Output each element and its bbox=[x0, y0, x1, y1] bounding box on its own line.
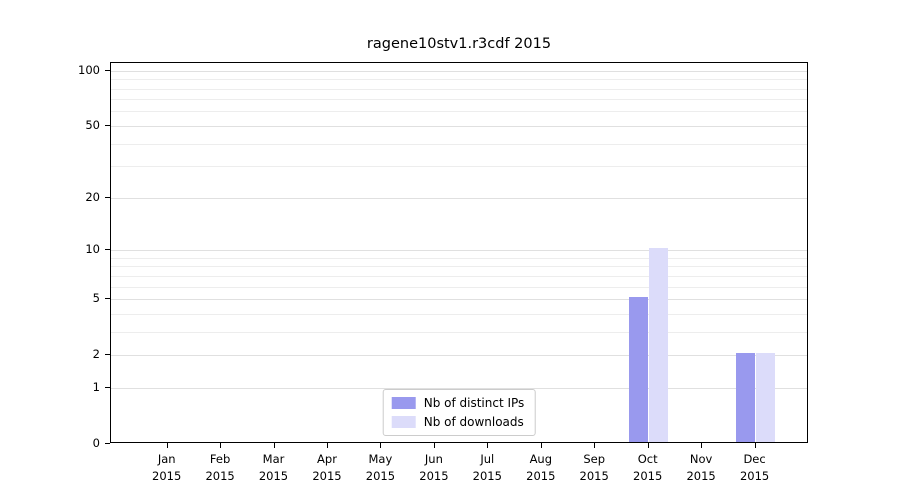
x-tick-year: 2015 bbox=[579, 468, 609, 483]
x-tick-mark bbox=[220, 443, 222, 448]
gridline bbox=[111, 197, 807, 199]
x-tick-mark bbox=[540, 443, 542, 448]
gridline bbox=[111, 266, 807, 268]
x-tick-year: 2015 bbox=[312, 468, 342, 483]
y-tick-mark bbox=[105, 124, 110, 126]
x-tick-mark bbox=[754, 443, 756, 448]
bar-distinct-ips bbox=[735, 353, 755, 442]
gridline bbox=[111, 286, 807, 288]
x-tick-year: 2015 bbox=[526, 468, 556, 483]
x-tick-month: May bbox=[368, 452, 393, 466]
gridline bbox=[111, 313, 807, 315]
x-tick-year: 2015 bbox=[205, 468, 235, 483]
gridline bbox=[111, 88, 807, 90]
gridline bbox=[111, 79, 807, 81]
x-tick-label: Oct 2015 bbox=[613, 451, 683, 484]
x-tick-year: 2015 bbox=[365, 468, 396, 483]
x-tick-year: 2015 bbox=[633, 468, 663, 483]
x-tick-year: 2015 bbox=[152, 468, 182, 483]
x-tick-mark bbox=[273, 443, 275, 448]
x-tick-year: 2015 bbox=[739, 468, 770, 483]
bar-downloads bbox=[755, 353, 775, 442]
x-tick-month: Aug bbox=[529, 452, 553, 466]
gridline bbox=[111, 387, 807, 389]
x-tick-month: Oct bbox=[637, 452, 658, 466]
y-tick-label: 50 bbox=[85, 117, 100, 132]
x-tick-month: Mar bbox=[262, 452, 285, 466]
gridline bbox=[111, 166, 807, 168]
x-tick-mark bbox=[594, 443, 596, 448]
x-tick-year: 2015 bbox=[258, 468, 289, 483]
gridline bbox=[111, 355, 807, 357]
legend-swatch bbox=[391, 416, 416, 428]
x-tick-label: Sep 2015 bbox=[559, 451, 629, 484]
x-tick-year: 2015 bbox=[419, 468, 449, 483]
legend-label: Nb of downloads bbox=[423, 415, 524, 429]
gridline bbox=[111, 250, 807, 251]
gridline bbox=[111, 257, 807, 259]
x-tick-label: Mar 2015 bbox=[239, 451, 309, 484]
x-tick-month: Jun bbox=[424, 452, 443, 466]
y-tick-mark bbox=[105, 443, 110, 444]
gridline bbox=[111, 143, 807, 145]
plot-area bbox=[110, 62, 808, 443]
x-tick-month: Jul bbox=[480, 452, 495, 466]
y-tick-mark bbox=[105, 196, 110, 198]
x-tick-month: Apr bbox=[317, 452, 337, 466]
y-tick-mark bbox=[105, 354, 110, 356]
y-tick-mark bbox=[105, 298, 110, 299]
x-tick-month: Dec bbox=[743, 452, 766, 466]
x-tick-month: Feb bbox=[209, 452, 231, 466]
x-tick-label: May 2015 bbox=[345, 451, 415, 484]
legend: Nb of distinct IPs Nb of downloads bbox=[382, 389, 536, 436]
legend-entry-downloads: Nb of downloads bbox=[391, 415, 525, 429]
y-tick-label: 20 bbox=[85, 189, 100, 204]
gridline bbox=[111, 331, 807, 333]
gridline bbox=[111, 99, 807, 101]
x-tick-label: Feb 2015 bbox=[185, 451, 255, 484]
x-tick-month: Sep bbox=[583, 452, 606, 466]
legend-label: Nb of distinct IPs bbox=[423, 396, 525, 410]
y-tick-label: 0 bbox=[92, 436, 100, 450]
gridline bbox=[111, 299, 807, 300]
y-tick-label: 1 bbox=[92, 379, 100, 394]
legend-swatch bbox=[391, 397, 416, 409]
y-tick-mark bbox=[105, 69, 110, 71]
x-tick-mark bbox=[380, 443, 382, 448]
x-tick-mark bbox=[487, 443, 489, 448]
x-tick-year: 2015 bbox=[686, 468, 716, 483]
x-tick-mark bbox=[166, 443, 168, 448]
y-tick-label: 10 bbox=[85, 242, 100, 256]
x-tick-label: Nov 2015 bbox=[666, 451, 736, 484]
gridline bbox=[111, 70, 807, 72]
x-tick-label: Apr 2015 bbox=[292, 451, 362, 484]
chart-title: ragene10stv1.r3cdf 2015 bbox=[366, 36, 552, 52]
x-tick-month: Jan bbox=[157, 452, 176, 466]
gridline bbox=[111, 125, 807, 127]
y-tick-mark bbox=[105, 249, 110, 250]
y-tick-label: 100 bbox=[78, 62, 100, 77]
y-tick-label: 2 bbox=[92, 347, 100, 362]
gridline bbox=[111, 111, 807, 113]
y-tick-mark bbox=[105, 386, 110, 388]
x-tick-label: Jul 2015 bbox=[452, 451, 522, 484]
x-tick-label: Jun 2015 bbox=[399, 451, 469, 484]
x-tick-month: Nov bbox=[689, 452, 713, 466]
bar-distinct-ips bbox=[628, 297, 648, 442]
x-tick-mark bbox=[433, 443, 435, 448]
legend-entry-distinct-ips: Nb of distinct IPs bbox=[391, 396, 525, 410]
x-tick-label: Jan 2015 bbox=[132, 451, 202, 484]
x-tick-year: 2015 bbox=[472, 468, 502, 483]
x-tick-label: Aug 2015 bbox=[506, 451, 576, 484]
x-tick-mark bbox=[701, 443, 703, 448]
y-tick-label: 5 bbox=[92, 291, 100, 305]
x-tick-mark bbox=[327, 443, 328, 448]
gridline bbox=[111, 275, 807, 277]
bar-downloads bbox=[648, 248, 668, 442]
x-tick-mark bbox=[647, 443, 649, 448]
x-tick-label: Dec 2015 bbox=[720, 451, 790, 484]
